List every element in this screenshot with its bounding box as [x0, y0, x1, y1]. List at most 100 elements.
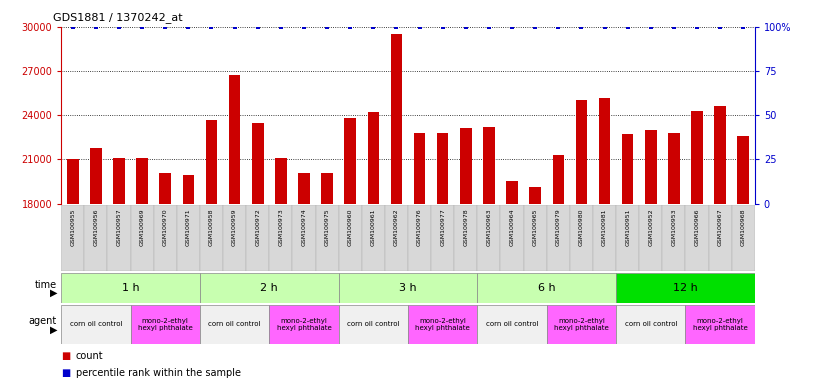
Text: GSM100955: GSM100955 — [70, 209, 75, 246]
Text: GSM100964: GSM100964 — [509, 209, 515, 246]
Point — [66, 24, 79, 30]
Text: corn oil control: corn oil control — [624, 321, 677, 328]
Point — [737, 24, 750, 30]
Text: corn oil control: corn oil control — [347, 321, 400, 328]
Text: GSM100965: GSM100965 — [533, 209, 538, 246]
Text: ■: ■ — [61, 351, 70, 361]
Bar — [339, 205, 361, 271]
Bar — [622, 134, 633, 204]
Bar — [322, 173, 333, 204]
Bar — [738, 136, 749, 204]
Bar — [61, 273, 200, 303]
Bar — [477, 205, 500, 271]
Point — [552, 24, 565, 30]
Text: GSM100970: GSM100970 — [162, 209, 168, 246]
Text: mono-2-ethyl
hexyl phthalate: mono-2-ethyl hexyl phthalate — [554, 318, 609, 331]
Text: GSM100971: GSM100971 — [186, 209, 191, 246]
Text: GSM100975: GSM100975 — [325, 209, 330, 246]
Text: 12 h: 12 h — [673, 283, 698, 293]
Bar — [685, 205, 708, 271]
Bar — [269, 205, 292, 271]
Text: ▶: ▶ — [50, 325, 57, 335]
Text: ▶: ▶ — [50, 288, 57, 298]
Text: GSM100952: GSM100952 — [648, 209, 654, 246]
Bar — [616, 305, 685, 344]
Text: agent: agent — [29, 316, 57, 326]
Text: mono-2-ethyl
hexyl phthalate: mono-2-ethyl hexyl phthalate — [138, 318, 193, 331]
Point — [529, 24, 542, 30]
Point — [505, 24, 518, 30]
Text: GDS1881 / 1370242_at: GDS1881 / 1370242_at — [53, 12, 183, 23]
Text: GSM100969: GSM100969 — [140, 209, 144, 246]
Point — [89, 24, 102, 30]
Point — [644, 24, 657, 30]
Point — [344, 24, 357, 30]
Text: GSM100972: GSM100972 — [255, 209, 260, 247]
Point — [598, 24, 611, 30]
Bar — [477, 273, 616, 303]
Text: GSM100963: GSM100963 — [486, 209, 491, 246]
Text: GSM100973: GSM100973 — [278, 209, 283, 247]
Bar — [108, 205, 131, 271]
Bar — [685, 305, 755, 344]
Bar — [177, 205, 200, 271]
Text: mono-2-ethyl
hexyl phthalate: mono-2-ethyl hexyl phthalate — [415, 318, 470, 331]
Text: 1 h: 1 h — [122, 283, 140, 293]
Bar — [136, 158, 148, 204]
Text: 2 h: 2 h — [260, 283, 278, 293]
Bar — [616, 205, 639, 271]
Bar — [500, 205, 524, 271]
Bar — [552, 155, 564, 204]
Bar — [200, 305, 269, 344]
Bar — [339, 305, 408, 344]
Bar — [691, 111, 703, 204]
Bar — [645, 130, 657, 204]
Point — [713, 24, 726, 30]
Point — [228, 24, 241, 30]
Bar — [361, 205, 385, 271]
Bar — [708, 205, 732, 271]
Bar — [391, 34, 402, 204]
Bar — [298, 173, 310, 204]
Bar — [61, 305, 131, 344]
Bar — [639, 205, 663, 271]
Text: percentile rank within the sample: percentile rank within the sample — [76, 368, 241, 378]
Point — [205, 24, 218, 30]
Bar — [206, 120, 217, 204]
Point — [321, 24, 334, 30]
Bar — [131, 305, 200, 344]
Point — [274, 24, 287, 30]
Text: GSM100958: GSM100958 — [209, 209, 214, 246]
Text: GSM100966: GSM100966 — [694, 209, 699, 246]
Bar — [344, 118, 356, 204]
Point — [482, 24, 495, 30]
Bar — [732, 205, 755, 271]
Bar — [599, 98, 610, 204]
Text: ■: ■ — [61, 368, 70, 378]
Bar — [316, 205, 339, 271]
Bar — [530, 187, 541, 204]
Text: mono-2-ethyl
hexyl phthalate: mono-2-ethyl hexyl phthalate — [277, 318, 331, 331]
Bar — [90, 147, 102, 204]
Bar — [714, 106, 726, 204]
Bar — [408, 205, 431, 271]
Bar — [593, 205, 616, 271]
Bar — [431, 205, 455, 271]
Bar — [200, 273, 339, 303]
Bar — [223, 205, 246, 271]
Text: GSM100968: GSM100968 — [741, 209, 746, 246]
Text: 6 h: 6 h — [538, 283, 556, 293]
Bar — [292, 205, 316, 271]
Point — [366, 24, 379, 30]
Bar — [61, 205, 84, 271]
Text: corn oil control: corn oil control — [208, 321, 261, 328]
Point — [621, 24, 634, 30]
Bar — [385, 205, 408, 271]
Text: GSM100956: GSM100956 — [93, 209, 99, 246]
Bar — [663, 205, 685, 271]
Bar — [506, 182, 518, 204]
Text: GSM100978: GSM100978 — [463, 209, 468, 246]
Point — [690, 24, 703, 30]
Bar — [575, 101, 588, 204]
Point — [113, 24, 126, 30]
